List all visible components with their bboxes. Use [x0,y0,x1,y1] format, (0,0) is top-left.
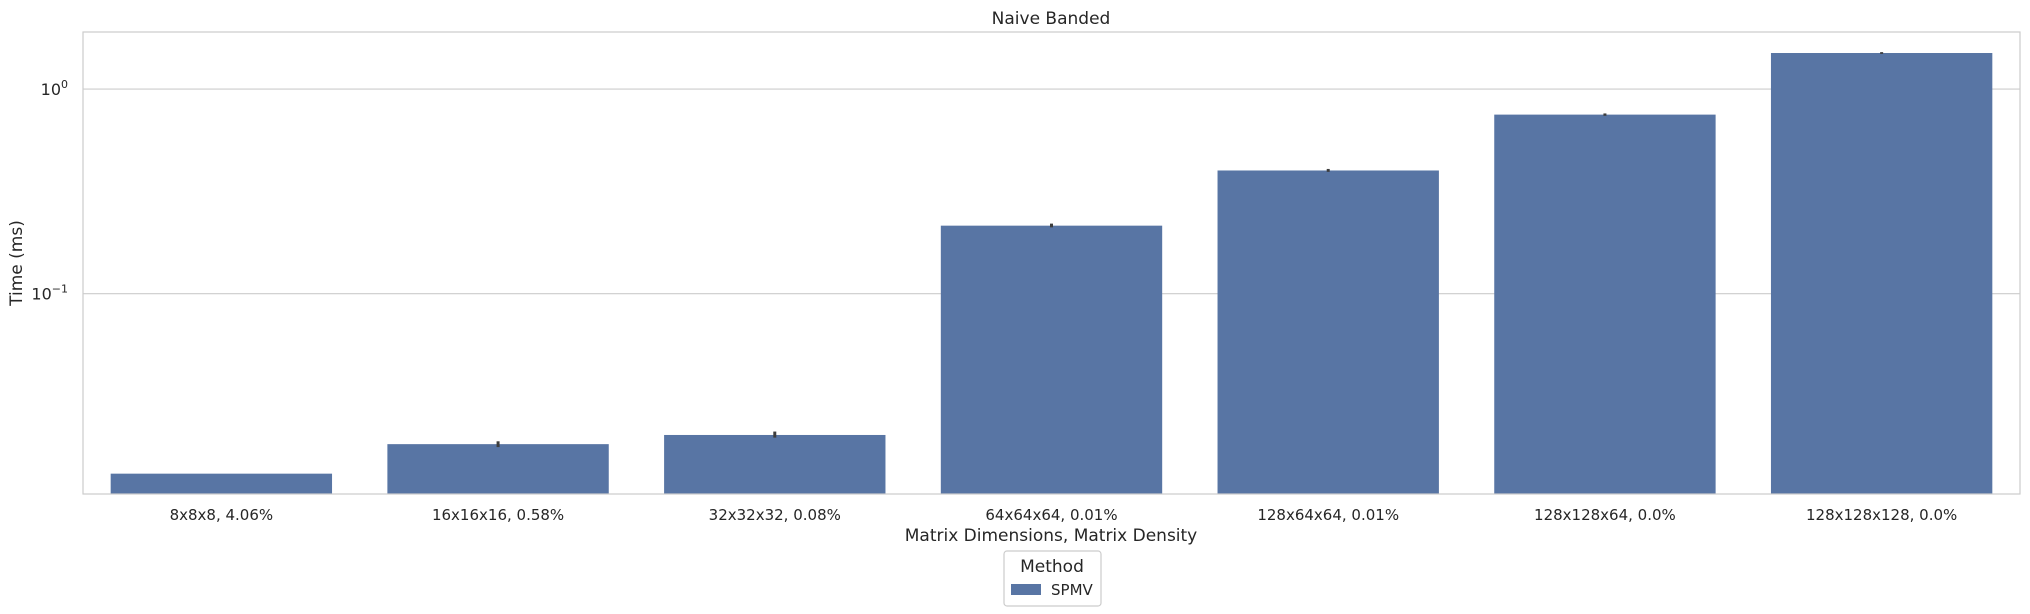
legend-swatch [1011,584,1041,595]
plot-frame [82,31,2021,495]
x-tick-label: 128x64x64, 0.01% [1257,506,1399,524]
bar [940,225,1163,494]
chart-title: Naive Banded [992,9,1111,29]
bar [387,444,609,494]
x-tick-label: 64x64x64, 0.01% [985,506,1117,524]
y-ticks-layer: 10−1 100 [31,78,68,304]
x-tick-label: 8x8x8, 4.06% [170,506,274,524]
x-tick-label: 128x128x64, 0.0% [1534,506,1676,524]
y-tick-label: 100 [41,78,68,99]
y-tick-label: 10−1 [31,283,68,304]
x-tick-label: 16x16x16, 0.58% [432,506,564,524]
legend-title: Method [1020,557,1084,577]
x-axis-label: Matrix Dimensions, Matrix Density [905,526,1198,546]
error-bars-layer [496,52,1884,448]
bar [110,473,333,494]
x-tick-label: 32x32x32, 0.08% [709,506,841,524]
bar [1770,53,1993,494]
x-tick-label: 128x128x128, 0.0% [1806,506,1957,524]
bar [1494,114,1716,494]
bar [1217,170,1439,495]
bars-layer [110,53,1993,495]
legend-entry-label: SPMV [1051,581,1094,599]
x-ticks-layer: 8x8x8, 4.06% 16x16x16, 0.58% 32x32x32, 0.0… [170,506,1958,524]
legend: Method SPMV [1003,550,1102,607]
y-axis-label: Time (ms) [7,220,27,307]
bar [664,434,886,494]
